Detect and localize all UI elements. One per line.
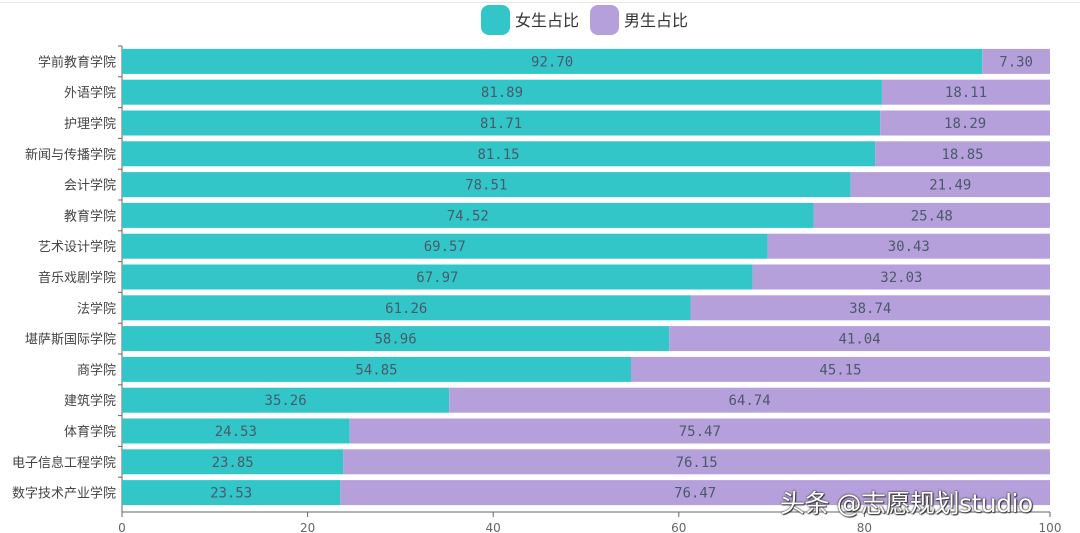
- bar-segment-male: [752, 264, 1050, 290]
- bar-segment-female: [122, 141, 876, 167]
- data-label: 81.89: [481, 85, 523, 101]
- bar-segment-female: [122, 264, 753, 290]
- data-label: 32.03: [880, 270, 922, 286]
- data-label: 18.29: [944, 116, 986, 132]
- x-tick-label: 0: [118, 521, 126, 533]
- y-tick-label: 建筑学院: [64, 393, 116, 409]
- bar-segment-female: [122, 233, 768, 259]
- bar-segment-male: [850, 172, 1050, 198]
- y-tick-label: 法学院: [77, 301, 116, 317]
- bar-segment-male: [881, 79, 1050, 105]
- data-label: 74.52: [447, 208, 489, 224]
- bar-segment-male: [813, 202, 1050, 228]
- bar-segment-male: [880, 110, 1050, 136]
- data-label: 92.70: [531, 54, 573, 70]
- y-tick-label: 艺术设计学院: [38, 239, 116, 255]
- data-label: 23.53: [210, 486, 252, 502]
- x-tick-label: 80: [857, 521, 872, 533]
- bar-segment-male: [767, 233, 1050, 259]
- bar-segment-female: [122, 202, 814, 228]
- data-label: 41.04: [838, 332, 880, 348]
- x-tick-label: 60: [671, 521, 686, 533]
- bar-segment-female: [122, 356, 632, 382]
- data-label: 67.97: [416, 270, 458, 286]
- y-tick-label: 堪萨斯国际学院: [25, 332, 116, 348]
- data-label: 7.30: [999, 54, 1033, 70]
- data-label: 24.53: [215, 424, 257, 440]
- data-label: 21.49: [929, 178, 971, 194]
- x-tick-label: 20: [300, 521, 315, 533]
- data-label: 69.57: [424, 239, 466, 255]
- data-label: 64.74: [729, 393, 771, 409]
- data-label: 18.85: [941, 147, 983, 163]
- data-label: 61.26: [385, 301, 427, 317]
- data-label: 30.43: [888, 239, 930, 255]
- y-tick-label: 数字技术产业学院: [12, 486, 116, 502]
- bar-segment-male: [669, 326, 1050, 352]
- data-label: 76.15: [676, 455, 718, 471]
- data-label: 25.48: [911, 208, 953, 224]
- bar-segment-male: [343, 449, 1050, 475]
- bar-segment-male: [875, 141, 1050, 167]
- data-label: 35.26: [265, 393, 307, 409]
- data-label: 78.51: [465, 178, 507, 194]
- data-label: 38.74: [849, 301, 891, 317]
- y-tick-label: 护理学院: [64, 116, 116, 132]
- legend-swatch: [590, 5, 619, 35]
- y-tick-label: 新闻与传播学院: [25, 147, 116, 163]
- data-label: 54.85: [355, 362, 397, 378]
- y-tick-label: 音乐戏剧学院: [38, 270, 116, 286]
- y-tick-label: 教育学院: [64, 208, 116, 224]
- legend-label: 女生占比: [515, 11, 579, 30]
- data-label: 81.71: [480, 116, 522, 132]
- bar-segment-female: [122, 172, 851, 198]
- bar-segment-male: [449, 387, 1051, 413]
- data-label: 58.96: [374, 332, 416, 348]
- bar-segment-male: [349, 418, 1050, 444]
- y-tick-label: 学前教育学院: [38, 54, 116, 70]
- y-tick-label: 外语学院: [64, 85, 116, 101]
- y-tick-label: 商学院: [77, 362, 116, 378]
- top-border: [0, 2, 1080, 3]
- x-tick-label: 100: [1039, 521, 1062, 533]
- y-tick-label: 体育学院: [64, 424, 116, 440]
- bar-segment-female: [122, 418, 350, 444]
- bar-segment-female: [122, 48, 983, 74]
- y-tick-label: 会计学院: [64, 178, 116, 194]
- bar-segment-female: [122, 295, 691, 321]
- bar-segment-male: [690, 295, 1050, 321]
- watermark: 头条 @志愿规划studio: [780, 489, 1033, 518]
- legend-swatch: [481, 5, 510, 35]
- data-label: 81.15: [477, 147, 519, 163]
- bar-segment-male: [340, 480, 1050, 506]
- bar-segment-male: [982, 48, 1050, 74]
- bar-segment-female: [122, 110, 881, 136]
- data-label: 76.47: [674, 486, 716, 502]
- bar-segment-female: [122, 449, 344, 475]
- bar-segment-male: [631, 356, 1050, 382]
- bar-segment-female: [122, 326, 670, 352]
- data-label: 75.47: [679, 424, 721, 440]
- y-tick-label: 电子信息工程学院: [12, 455, 116, 471]
- data-label: 23.85: [212, 455, 254, 471]
- bar-segment-female: [122, 480, 341, 506]
- bar-segment-female: [122, 79, 882, 105]
- x-tick-label: 40: [486, 521, 501, 533]
- bar-segment-female: [122, 387, 450, 413]
- legend-label: 男生占比: [624, 11, 688, 30]
- data-label: 45.15: [819, 362, 861, 378]
- data-label: 18.11: [945, 85, 987, 101]
